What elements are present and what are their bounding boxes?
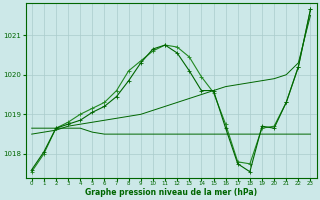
X-axis label: Graphe pression niveau de la mer (hPa): Graphe pression niveau de la mer (hPa): [85, 188, 257, 197]
